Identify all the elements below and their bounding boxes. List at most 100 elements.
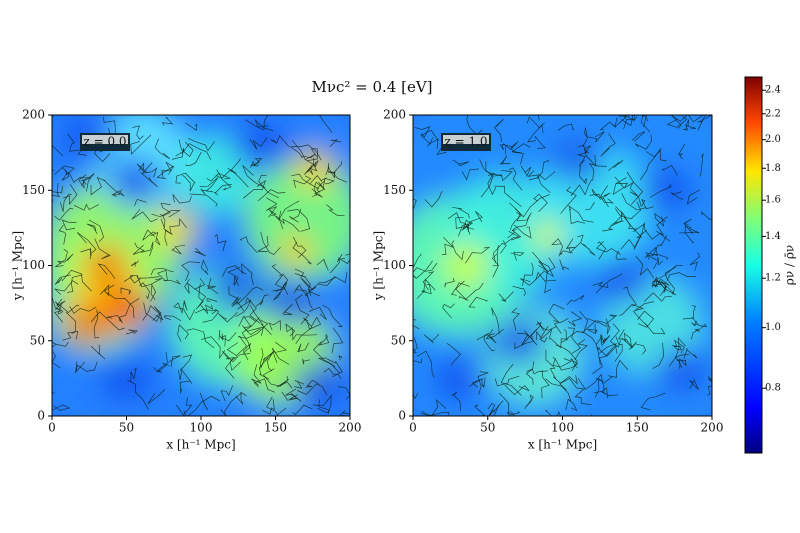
filament — [597, 241, 607, 260]
filament — [103, 179, 121, 197]
filament — [99, 284, 115, 297]
filament — [177, 300, 188, 315]
colorbar-label: ρν / ρ̄ν — [783, 245, 797, 285]
filament — [618, 329, 633, 349]
filament — [61, 269, 92, 292]
filament — [186, 328, 215, 349]
filament — [655, 216, 668, 236]
filament — [289, 208, 302, 223]
filament — [127, 379, 149, 410]
filament — [339, 253, 350, 265]
filament — [304, 159, 315, 175]
filament — [465, 246, 491, 264]
filament — [177, 324, 189, 342]
filament — [643, 222, 671, 242]
filament — [511, 143, 531, 165]
colorbar-tick-label: 2.0 — [765, 134, 781, 145]
filament — [444, 277, 455, 288]
filament — [316, 180, 325, 193]
filament — [654, 281, 667, 293]
filament — [492, 242, 507, 264]
filament — [259, 348, 266, 370]
filament — [552, 375, 578, 385]
filament — [142, 229, 156, 241]
filament — [312, 394, 332, 414]
filament — [506, 411, 521, 416]
filament — [493, 169, 513, 182]
filament — [491, 307, 500, 335]
filament — [413, 198, 417, 209]
filament — [238, 316, 256, 327]
filament — [292, 236, 307, 259]
filament — [491, 245, 500, 267]
filament — [534, 135, 546, 149]
filament — [52, 297, 64, 323]
filament — [511, 307, 520, 331]
filament — [421, 284, 432, 295]
filament — [52, 341, 69, 347]
filament — [413, 392, 419, 400]
filament — [524, 394, 534, 410]
filament — [175, 172, 196, 184]
filament — [54, 207, 74, 221]
filament — [570, 358, 578, 369]
x-tick-label: 50 — [119, 421, 134, 435]
filament — [178, 139, 194, 158]
x-axis-label: x [h⁻¹ Mpc] — [166, 438, 235, 452]
colorbar-tick-label: 0.8 — [765, 383, 781, 394]
filament — [417, 350, 435, 378]
filament — [649, 183, 673, 198]
filament — [237, 299, 252, 312]
filament — [268, 319, 281, 331]
filament — [329, 139, 342, 147]
filament — [687, 115, 704, 123]
filament — [54, 298, 66, 310]
filament — [679, 227, 700, 234]
filament — [593, 376, 613, 394]
filament — [541, 370, 550, 399]
filament — [90, 176, 106, 196]
filament — [652, 235, 668, 257]
filament — [676, 358, 687, 370]
filament — [493, 404, 500, 416]
filament — [616, 181, 634, 189]
filament — [641, 115, 648, 127]
colorbar-tick-label: 2.4 — [765, 85, 781, 96]
filament — [241, 263, 254, 285]
filament — [421, 398, 447, 416]
filament — [215, 167, 237, 179]
filament — [579, 310, 597, 332]
filament — [231, 297, 245, 318]
x-tick-label: 200 — [701, 421, 724, 435]
filament — [181, 143, 212, 160]
filament — [566, 295, 585, 306]
filament — [559, 378, 585, 391]
filament — [487, 173, 503, 196]
label-box-inner — [82, 135, 128, 144]
filament — [413, 253, 422, 268]
y-tick-label: 150 — [22, 183, 45, 197]
filament — [576, 151, 589, 166]
filament — [195, 283, 204, 310]
filament — [176, 396, 193, 416]
filament — [614, 336, 623, 362]
filament — [618, 303, 645, 316]
filament — [597, 314, 618, 324]
filament — [154, 138, 171, 160]
filament — [615, 201, 642, 220]
filament — [256, 235, 269, 252]
filament — [483, 332, 495, 352]
filament — [557, 123, 575, 131]
filament — [451, 391, 461, 412]
filament — [65, 311, 77, 335]
colorbar-tick-label: 1.8 — [765, 163, 781, 174]
filament — [80, 248, 92, 260]
filament — [202, 308, 220, 323]
filament — [185, 122, 198, 131]
filament — [628, 343, 647, 355]
filament — [147, 389, 165, 405]
panel-label: z = 0.0 — [83, 135, 126, 149]
filament — [86, 223, 98, 235]
filament — [623, 332, 637, 349]
filament — [276, 215, 300, 232]
